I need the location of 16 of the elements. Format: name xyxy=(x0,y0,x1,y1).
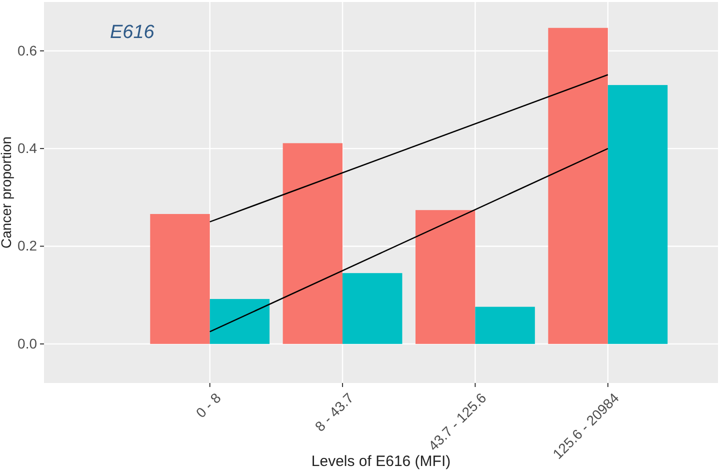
y-tick-label: 0.0 xyxy=(18,335,38,352)
bar xyxy=(210,298,270,344)
bar xyxy=(548,28,608,344)
bar xyxy=(415,210,476,344)
bar xyxy=(150,214,210,344)
bar xyxy=(342,273,402,344)
bar xyxy=(475,306,535,344)
bar xyxy=(282,143,343,344)
x-tick-label: 0 - 8 xyxy=(192,389,224,421)
bar xyxy=(608,85,668,344)
y-tick-label: 0.6 xyxy=(18,42,38,58)
x-axis-title: Levels of E616 (MFI) xyxy=(311,453,451,470)
y-axis-title: Cancer proportion xyxy=(0,136,14,249)
y-tick-label: 0.2 xyxy=(18,238,38,254)
y-tick-label: 0.4 xyxy=(18,140,38,156)
text: E616 xyxy=(110,22,155,43)
